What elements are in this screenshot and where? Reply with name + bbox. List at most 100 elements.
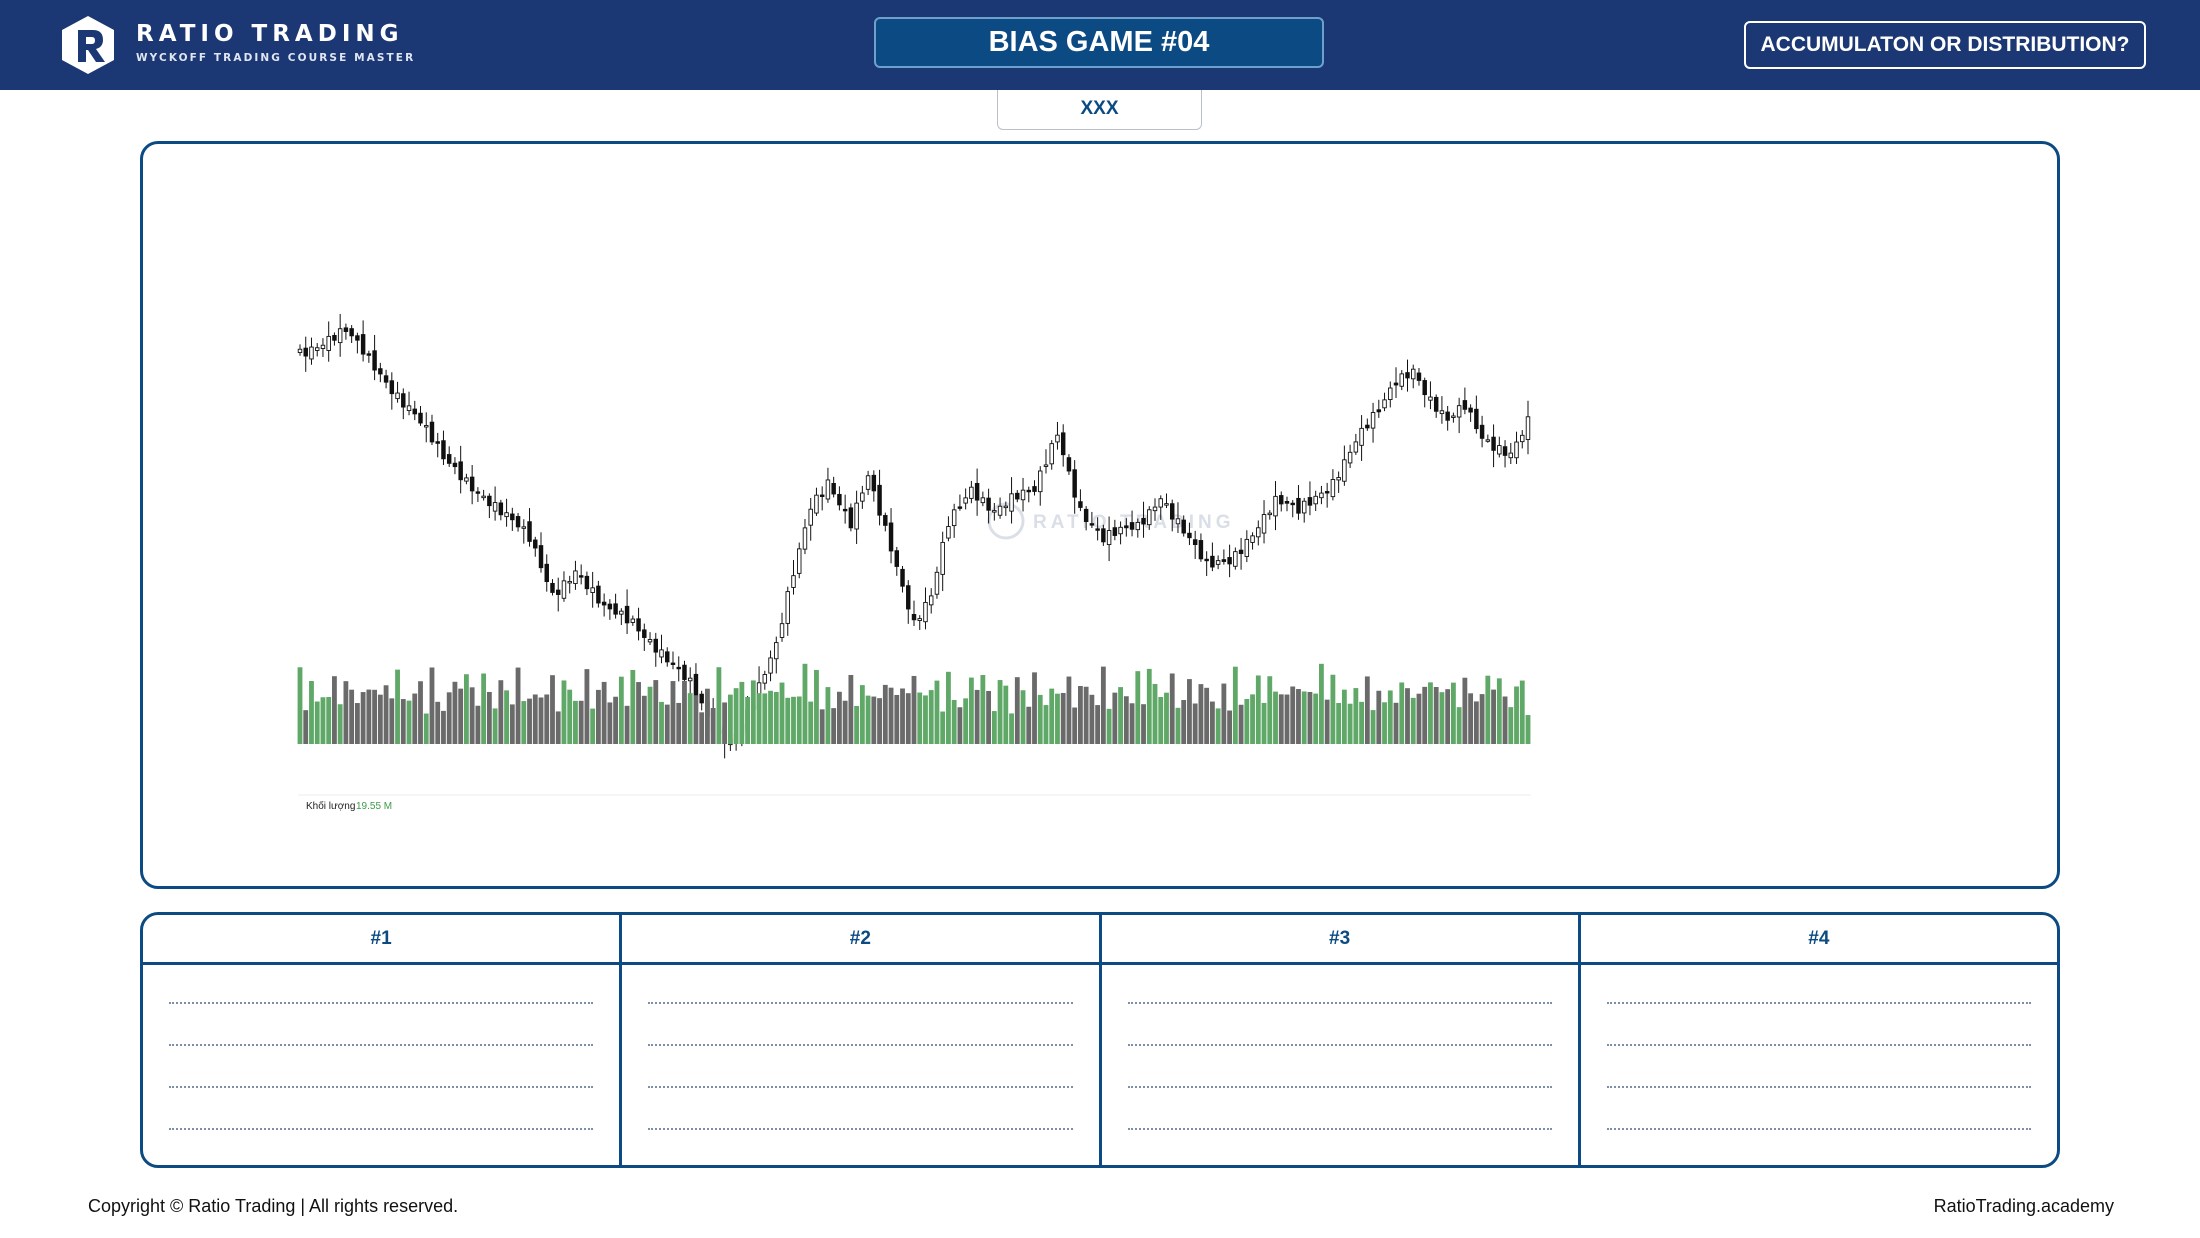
candle: [624, 605, 630, 624]
candle: [928, 595, 934, 606]
candle: [314, 347, 320, 351]
candle: [1112, 527, 1118, 536]
note-line[interactable]: [1127, 1002, 1552, 1004]
candle: [1060, 432, 1066, 456]
volume-bar: [1066, 676, 1072, 744]
volume-bar: [636, 682, 641, 744]
volume-bar: [303, 710, 309, 744]
volume-bar: [1405, 688, 1410, 744]
candle: [1445, 411, 1450, 421]
note-line[interactable]: [169, 1044, 594, 1046]
volume-bar: [601, 681, 607, 744]
note-line[interactable]: [648, 1002, 1073, 1004]
volume-bar: [836, 691, 842, 744]
note-line[interactable]: [169, 1086, 594, 1088]
volume-bar: [957, 707, 963, 744]
candle: [1497, 445, 1502, 455]
volume-bar: [1353, 688, 1359, 744]
volume-bar: [395, 669, 400, 744]
candle: [1502, 446, 1508, 456]
accumulation-or-distribution-button[interactable]: ACCUMULATON OR DISTRIBUTION?: [1744, 21, 2146, 69]
candle: [797, 548, 802, 574]
candle: [762, 674, 768, 684]
candle: [814, 494, 819, 514]
volume-bar: [1313, 693, 1319, 744]
volume-bar: [372, 689, 378, 744]
volume-bar: [412, 693, 418, 744]
note-line[interactable]: [1127, 1086, 1552, 1088]
volume-bar: [951, 700, 957, 744]
candle: [1175, 518, 1181, 525]
candle: [825, 479, 831, 500]
volume-bar: [727, 694, 733, 744]
volume-bar: [320, 697, 326, 744]
note-column-header: #2: [622, 915, 1099, 965]
candle: [337, 328, 343, 344]
volume-bar: [1060, 692, 1066, 744]
candle: [406, 405, 412, 411]
candle: [360, 334, 366, 355]
candle: [636, 618, 641, 632]
notes-panel: #1 #2 #3 #4: [140, 912, 2060, 1168]
volume-bar: [1376, 690, 1382, 744]
candle: [378, 368, 383, 375]
candle: [1525, 416, 1531, 440]
volume-bar: [940, 711, 946, 744]
volume-bar: [1072, 707, 1078, 744]
note-line[interactable]: [1127, 1128, 1552, 1130]
candle: [1256, 527, 1261, 538]
volume-bar: [567, 689, 573, 744]
candle: [1353, 441, 1359, 453]
candle: [969, 486, 974, 499]
chart-panel: RATIO TRADING Khối lượng 19.55 M: [140, 141, 2060, 889]
candle: [492, 502, 498, 512]
candle: [785, 591, 790, 624]
candle: [1376, 409, 1382, 413]
candle: [1411, 368, 1416, 380]
volume-bar: [831, 708, 837, 744]
candle: [1124, 525, 1129, 529]
volume-bar: [1433, 687, 1439, 744]
volume-bar: [1387, 690, 1393, 744]
volume-bar: [1181, 700, 1187, 744]
volume-bar: [779, 682, 785, 744]
volume-bars: [297, 663, 1531, 744]
volume-bar: [1043, 705, 1049, 744]
note-line[interactable]: [169, 1128, 594, 1130]
candle: [791, 575, 796, 588]
note-line[interactable]: [648, 1044, 1073, 1046]
note-line[interactable]: [169, 1002, 594, 1004]
candle: [854, 502, 859, 530]
volume-bar: [1416, 693, 1422, 744]
candle: [1307, 497, 1313, 506]
candle: [550, 582, 555, 593]
site-link[interactable]: RatioTrading.academy: [1933, 1196, 2114, 1216]
candle: [837, 493, 842, 506]
candle: [1227, 557, 1232, 565]
note-line[interactable]: [1127, 1044, 1552, 1046]
volume-bar: [928, 690, 934, 744]
volume-bar: [1078, 686, 1083, 744]
volume-bar: [1370, 710, 1376, 744]
volume-bar: [1009, 713, 1014, 744]
note-line[interactable]: [648, 1086, 1073, 1088]
volume-bar: [418, 681, 423, 744]
volume-bar: [1141, 704, 1146, 744]
candle: [699, 693, 704, 704]
volume-bar: [705, 688, 710, 744]
volume-bar: [871, 696, 877, 744]
candle: [819, 494, 825, 497]
note-line[interactable]: [648, 1128, 1073, 1130]
note-line[interactable]: [1606, 1044, 2031, 1046]
brand: RATIO TRADING WYCKOFF TRADING COURSE MAS…: [136, 20, 415, 64]
volume-bar: [1014, 677, 1020, 744]
volume-bar: [785, 697, 791, 744]
candle: [441, 440, 446, 460]
volume-bar: [1020, 690, 1026, 744]
candle: [1382, 399, 1387, 409]
candle: [1210, 555, 1215, 568]
note-line[interactable]: [1606, 1086, 2031, 1088]
volume-bar: [406, 700, 412, 744]
note-line[interactable]: [1606, 1002, 2031, 1004]
note-line[interactable]: [1606, 1128, 2031, 1130]
